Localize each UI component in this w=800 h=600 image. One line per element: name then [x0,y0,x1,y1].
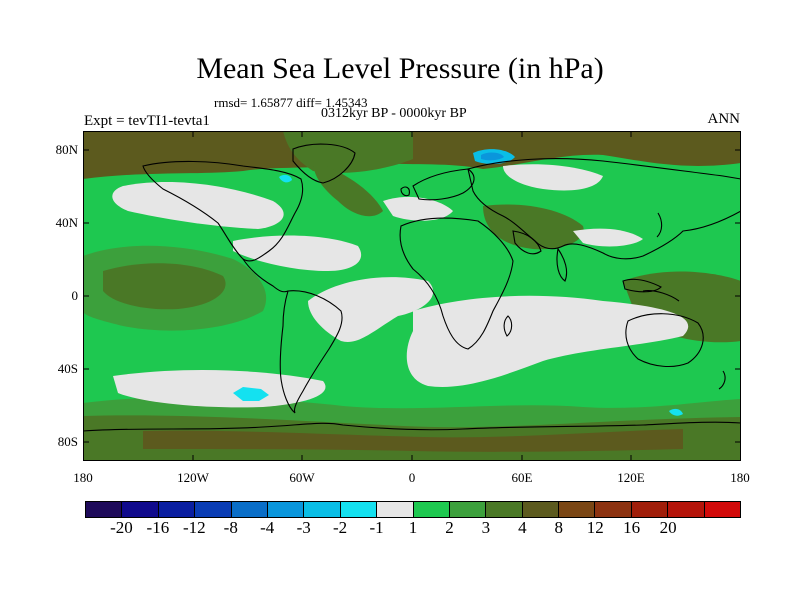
colorbar-label: -2 [333,518,348,537]
colorbar-swatch [595,502,632,517]
stats-label: rmsd= 1.65877 diff= 1.45343 [214,95,368,110]
colorbar [85,501,741,518]
colorbar-swatch [86,502,123,517]
lat-label: 80S [57,434,78,449]
period-label: 0312kyr BP - 0000kyr BP [321,106,467,121]
colorbar-label: -8 [223,518,238,537]
high-anomaly-regions [83,131,741,461]
lon-label: 120E [617,470,645,485]
lon-label: 0 [408,470,416,485]
lon-label: 180 [73,470,93,485]
colorbar-label: 12 [586,518,604,537]
colorbar-label: -1 [369,518,384,537]
colorbar-swatch [631,502,669,517]
lat-label: 40S [57,361,78,376]
colorbar-swatch [377,502,414,517]
colorbar-swatch [231,502,268,517]
lon-label: 60E [511,470,533,485]
axis-ticks [83,131,741,461]
colorbar-label: 3 [481,518,491,537]
colorbar-swatch [413,502,450,517]
lat-label: 40N [55,215,78,230]
colorbar-label: 8 [554,518,564,537]
near-zero-regions [112,164,689,408]
colorbar-label: 20 [659,518,677,537]
colorbar-label: 1 [408,518,418,537]
colorbar-swatch [486,502,523,517]
colorbar-label: 2 [445,518,454,537]
colorbar-swatch [267,502,305,517]
colorbar-swatch [195,502,232,517]
low-anomaly-regions [233,149,683,416]
colorbar-label: 4 [518,518,527,537]
colorbar-swatch [122,502,159,517]
coastlines [83,143,741,432]
season-label: ANN [707,111,741,127]
colorbar-swatch [340,502,378,517]
colorbar-swatch [304,502,341,517]
colorbar-label: -16 [146,518,170,537]
colorbar-label: -12 [182,518,206,537]
colorbar-swatch [158,502,196,517]
colorbar-label: -20 [110,518,133,537]
lon-label: 60W [289,470,315,485]
colorbar-swatch [704,502,741,517]
experiment-label: Expt = tevTI1-tevta1 [84,113,210,129]
colorbar-swatch [559,502,596,517]
colorbar-label: -3 [296,518,311,537]
lat-label: 0 [71,288,79,303]
lat-label: 80N [55,142,78,157]
colorbar-label: -4 [260,518,275,537]
pressure-map [83,131,741,461]
colorbar-label: 16 [623,518,641,537]
colorbar-swatch [668,502,705,517]
map-title: Mean Sea Level Pressure (in hPa) [196,52,604,85]
lon-label: 180 [730,470,750,485]
colorbar-swatch [449,502,487,517]
lon-label: 120W [177,470,209,485]
colorbar-swatch [522,502,560,517]
